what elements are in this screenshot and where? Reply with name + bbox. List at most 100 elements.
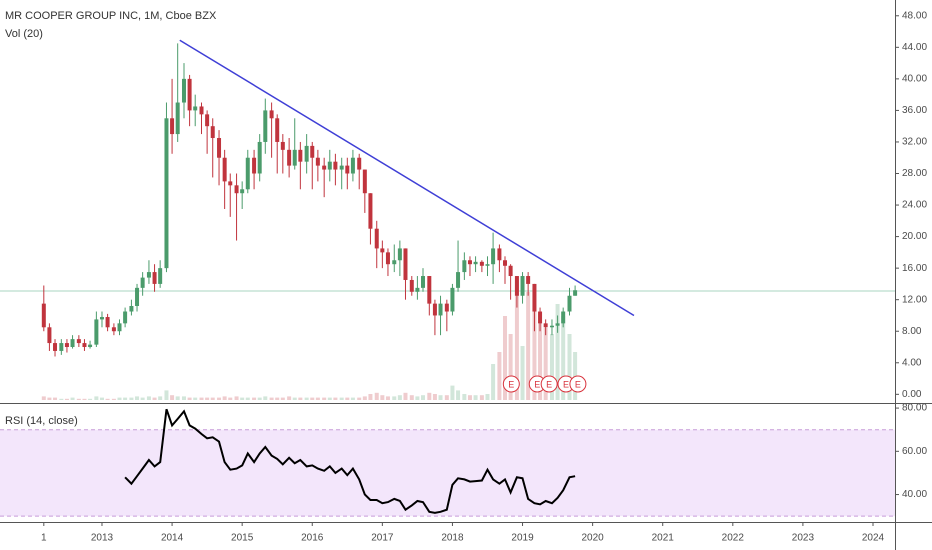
volume-bar	[362, 396, 367, 400]
candle-body	[526, 276, 531, 284]
candle-body	[543, 323, 548, 328]
y-tick-label: 36.00	[902, 105, 927, 116]
x-tick-label: 2021	[652, 533, 675, 544]
candle-body	[485, 264, 490, 266]
candle-body	[339, 165, 344, 170]
candle-body	[333, 161, 338, 170]
candle-body	[257, 141, 262, 174]
candle-body	[427, 276, 432, 304]
volume-bar	[333, 397, 338, 400]
candle-body	[491, 248, 496, 265]
candle-body	[473, 261, 478, 265]
volume-bar	[263, 396, 268, 400]
volume-bar	[181, 396, 186, 400]
earnings-label: E	[534, 379, 540, 389]
volume-bar	[462, 394, 467, 400]
volume-bar	[310, 397, 315, 400]
x-tick-label: 2023	[792, 533, 815, 544]
candle-body	[82, 343, 87, 348]
candle-body	[217, 138, 222, 158]
volume-bar	[292, 397, 297, 400]
x-tick-label: 2018	[441, 533, 464, 544]
volume-bar	[397, 395, 402, 400]
candle-body	[567, 295, 572, 312]
volume-bar	[444, 395, 449, 400]
candle-body	[438, 303, 443, 316]
volume-bar	[503, 316, 508, 400]
candle-body	[467, 260, 472, 265]
volume-bar	[199, 397, 204, 400]
volume-bar	[158, 396, 163, 400]
candle-body	[415, 287, 420, 292]
volume-bar	[514, 280, 519, 400]
candle-body	[94, 319, 99, 345]
candle-body	[555, 323, 560, 326]
volume-bar	[345, 397, 350, 400]
candle-body	[263, 110, 268, 142]
y-tick-label: 48.00	[902, 10, 927, 21]
candle-body	[280, 141, 285, 150]
candle-body	[345, 165, 350, 174]
candle-body	[479, 261, 484, 266]
candle-body	[245, 157, 250, 190]
chart-title: MR COOPER GROUP INC, 1M, Cboe BZX	[5, 10, 217, 22]
y-tick-label: 44.00	[902, 42, 927, 53]
candle-body	[409, 279, 414, 292]
rsi-tick-label: 60.00	[902, 446, 927, 457]
volume-bar	[275, 397, 280, 400]
y-tick-label: 12.00	[902, 294, 927, 305]
volume-bar	[322, 397, 327, 400]
earnings-marker	[569, 375, 587, 393]
volume-bar	[467, 395, 472, 400]
candle-body	[53, 343, 58, 351]
candle-body	[140, 277, 145, 288]
candle-body	[298, 149, 303, 162]
volume-bar	[555, 304, 560, 400]
candle-body	[47, 327, 52, 344]
candle-body	[380, 248, 385, 253]
volume-bar	[304, 397, 309, 400]
x-tick-label: 2024	[862, 533, 885, 544]
y-tick-label: 20.00	[902, 231, 927, 242]
candle-body	[403, 248, 408, 280]
candle-body	[532, 283, 537, 312]
volume-bar	[415, 396, 420, 400]
candle-body	[59, 343, 64, 351]
volume-bar	[298, 397, 303, 400]
candle-body	[350, 157, 355, 174]
candle-body	[193, 106, 198, 111]
x-tick-label: 2020	[581, 533, 604, 544]
candle-body	[573, 290, 578, 296]
volume-bar	[47, 397, 52, 400]
volume-bar	[327, 397, 332, 400]
earnings-label: E	[563, 379, 569, 389]
volume-bar	[205, 397, 210, 400]
volume-bar	[59, 398, 64, 400]
volume-label: Vol (20)	[5, 28, 43, 40]
rsi-tick-label: 80.00	[902, 403, 927, 414]
volume-bar	[450, 385, 455, 400]
volume-bar	[41, 396, 46, 400]
candle-body	[462, 260, 467, 273]
x-tick-label: 2022	[722, 533, 745, 544]
volume-bar	[357, 397, 362, 400]
volume-bar	[421, 395, 426, 400]
candle-body	[240, 189, 245, 194]
volume-bar	[315, 397, 320, 400]
candle-body	[368, 193, 373, 229]
candle-body	[304, 145, 309, 162]
candle-body	[129, 305, 134, 312]
earnings-marker	[540, 375, 558, 393]
volume-bar	[380, 395, 385, 400]
candle-body	[310, 145, 315, 158]
volume-bar	[432, 394, 437, 400]
volume-bar	[76, 398, 81, 400]
volume-bar	[549, 334, 554, 400]
candle-body	[117, 323, 122, 332]
volume-bar	[427, 392, 432, 400]
volume-bar	[245, 397, 250, 400]
volume-bar	[491, 364, 496, 400]
volume-bar	[252, 397, 257, 400]
candle-body	[508, 265, 513, 277]
volume-bar	[111, 398, 116, 400]
